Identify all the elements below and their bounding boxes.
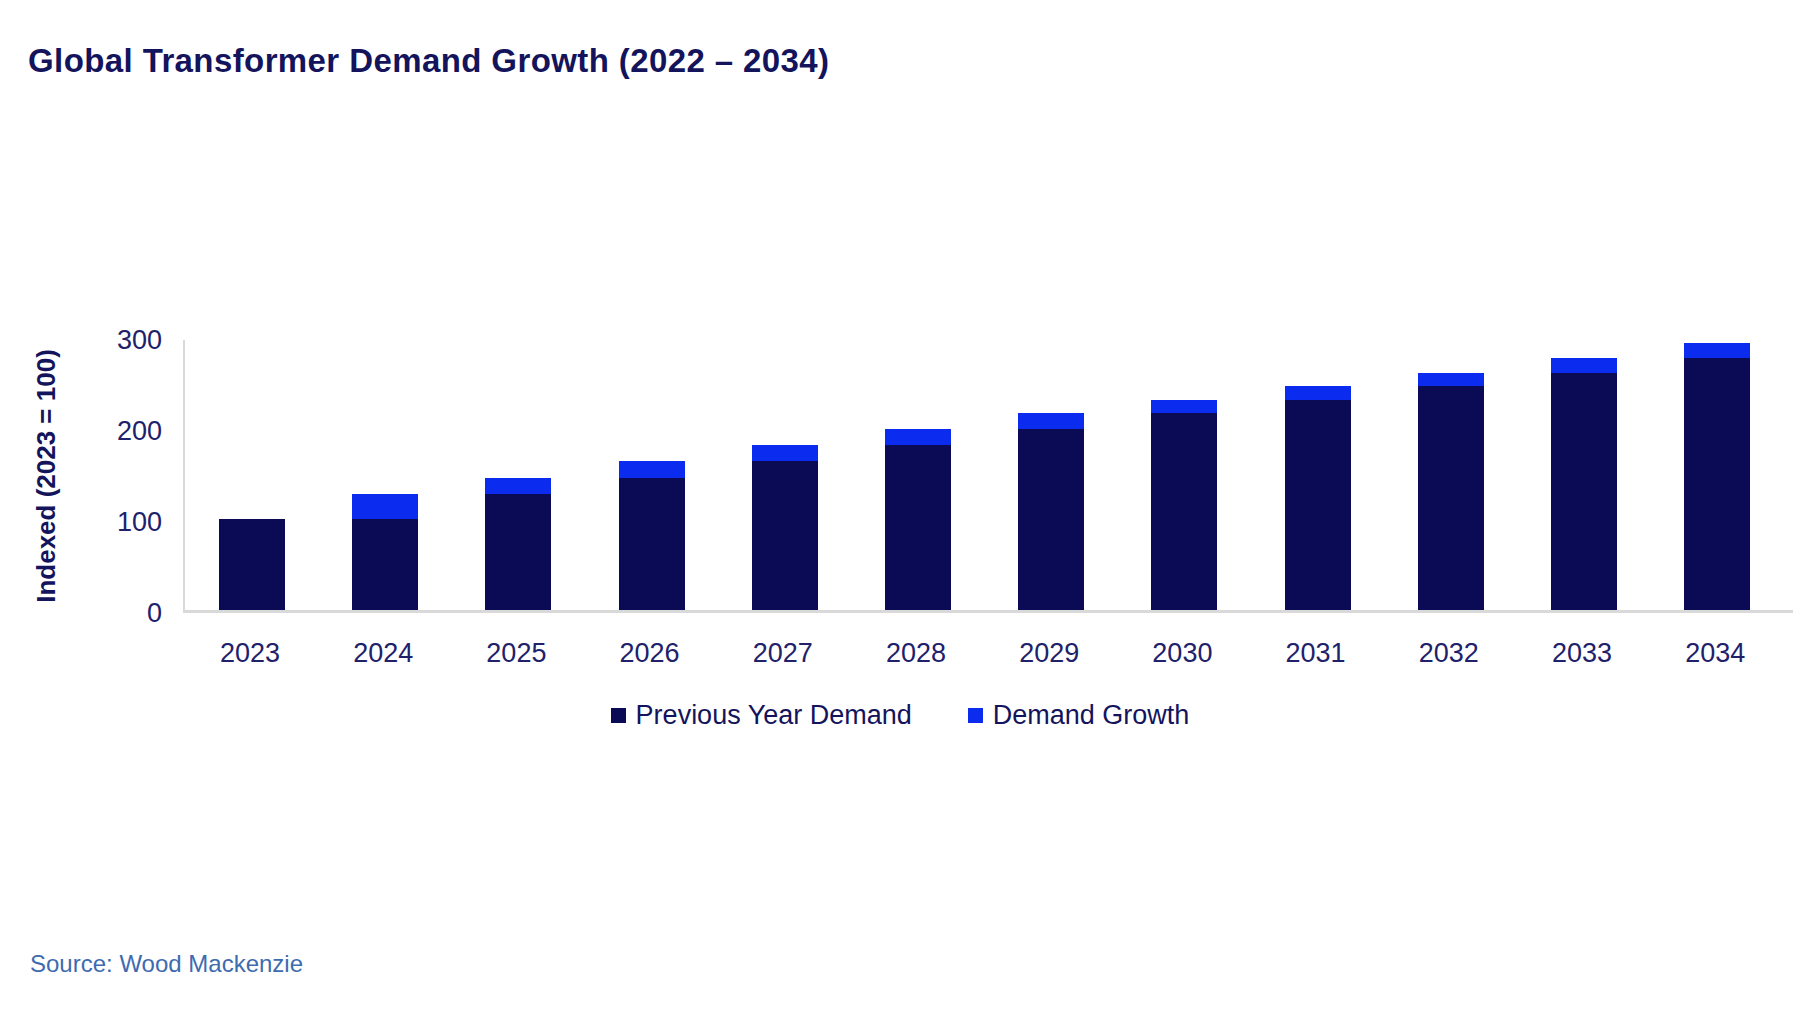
bar-segment-previous-year-demand	[1418, 386, 1484, 610]
bar-segment-demand-growth	[1418, 373, 1484, 387]
legend-label: Previous Year Demand	[636, 700, 912, 731]
bar-segment-demand-growth	[1551, 358, 1617, 373]
x-tick-label: 2033	[1517, 638, 1647, 669]
bar-2026	[619, 461, 685, 610]
bar-segment-previous-year-demand	[1684, 358, 1750, 610]
bar-segment-demand-growth	[352, 494, 418, 519]
bar-2033	[1551, 358, 1617, 610]
bar-2034	[1684, 343, 1750, 610]
x-tick-label: 2029	[984, 638, 1114, 669]
bar-segment-previous-year-demand	[885, 445, 951, 610]
bar-2027	[752, 445, 818, 610]
y-tick-label: 300	[0, 327, 162, 354]
bar-2025	[485, 478, 551, 610]
legend-item-previous-year-demand: Previous Year Demand	[611, 700, 912, 731]
x-tick-label: 2030	[1117, 638, 1247, 669]
bar-segment-previous-year-demand	[1285, 400, 1351, 610]
legend-swatch-navy-icon	[611, 708, 626, 723]
source-note: Source: Wood Mackenzie	[30, 950, 303, 978]
x-tick-label: 2024	[318, 638, 448, 669]
bar-2024	[352, 494, 418, 610]
bar-2031	[1285, 386, 1351, 610]
bar-segment-demand-growth	[885, 429, 951, 445]
bar-segment-previous-year-demand	[752, 461, 818, 610]
legend-label: Demand Growth	[993, 700, 1190, 731]
bar-segment-previous-year-demand	[485, 494, 551, 610]
x-axis-labels: 2023202420252026202720282029203020312032…	[183, 638, 1793, 674]
bar-segment-demand-growth	[1285, 386, 1351, 400]
chart-page: Global Transformer Demand Growth (2022 –…	[0, 0, 1800, 1012]
bar-segment-demand-growth	[1684, 343, 1750, 358]
y-axis-ticks: 0 100 200 300	[0, 0, 162, 1012]
legend-item-demand-growth: Demand Growth	[968, 700, 1190, 731]
plot-area	[183, 340, 1793, 613]
bar-segment-demand-growth	[752, 445, 818, 460]
bar-2023	[219, 519, 285, 610]
bar-segment-previous-year-demand	[1018, 429, 1084, 610]
bar-segment-demand-growth	[619, 461, 685, 478]
x-tick-label: 2032	[1384, 638, 1514, 669]
y-tick-label: 100	[0, 509, 162, 536]
x-tick-label: 2025	[451, 638, 581, 669]
bar-2028	[885, 429, 951, 610]
x-tick-label: 2034	[1650, 638, 1780, 669]
bar-segment-demand-growth	[1151, 400, 1217, 414]
bar-2029	[1018, 413, 1084, 610]
bar-segment-demand-growth	[485, 478, 551, 494]
bar-2030	[1151, 400, 1217, 610]
bar-segment-previous-year-demand	[219, 519, 285, 610]
bar-segment-previous-year-demand	[619, 478, 685, 610]
y-tick-label: 200	[0, 418, 162, 445]
y-tick-label: 0	[0, 600, 162, 627]
bar-segment-demand-growth	[1018, 413, 1084, 428]
x-tick-label: 2023	[185, 638, 315, 669]
x-tick-label: 2026	[585, 638, 715, 669]
bar-segment-previous-year-demand	[1151, 413, 1217, 610]
x-tick-label: 2031	[1251, 638, 1381, 669]
x-tick-label: 2027	[718, 638, 848, 669]
legend-swatch-blue-icon	[968, 708, 983, 723]
bar-segment-previous-year-demand	[352, 519, 418, 610]
x-tick-label: 2028	[851, 638, 981, 669]
legend: Previous Year Demand Demand Growth	[0, 700, 1800, 731]
bar-segment-previous-year-demand	[1551, 373, 1617, 611]
bar-2032	[1418, 373, 1484, 611]
